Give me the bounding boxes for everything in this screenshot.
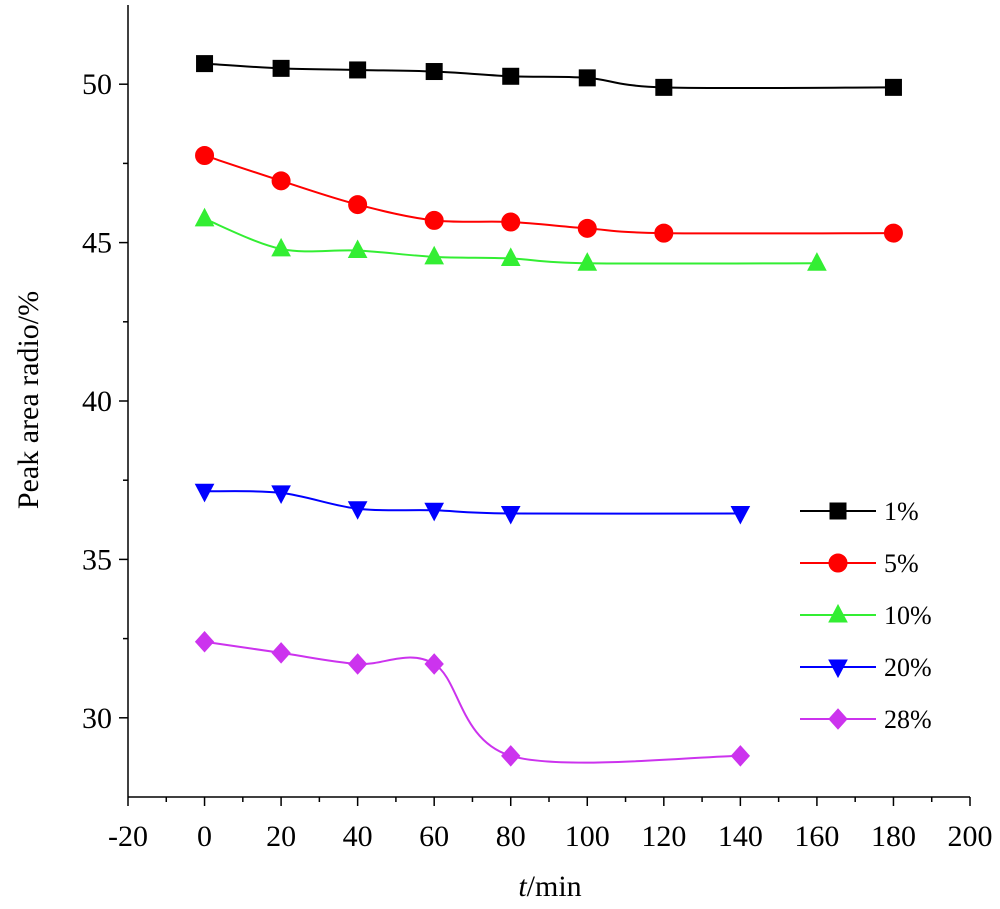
data-point (271, 485, 291, 504)
data-point (730, 505, 751, 525)
legend-label: 28% (884, 705, 932, 734)
data-point (194, 483, 215, 503)
data-point (271, 642, 291, 664)
data-point (730, 745, 751, 767)
x-tick-label: 120 (641, 820, 686, 853)
x-tick-label: 140 (718, 820, 763, 853)
data-point (194, 207, 215, 227)
data-point (655, 78, 673, 96)
x-tick-label: -20 (108, 820, 148, 853)
y-tick-label: 45 (82, 227, 112, 260)
series-group (194, 55, 903, 767)
legend-marker (828, 708, 848, 730)
y-tick-label: 50 (82, 68, 112, 101)
x-tick-label: 160 (794, 820, 839, 853)
x-tick-label: 40 (343, 820, 373, 853)
series-1 (195, 145, 903, 243)
data-point (500, 505, 521, 525)
x-axis-title-variable: t (518, 870, 527, 903)
legend-label: 20% (884, 653, 932, 682)
legend-item: 20% (800, 653, 932, 682)
x-axis-title: t/min (518, 870, 581, 903)
data-point (196, 55, 214, 73)
legend-item: 10% (800, 601, 932, 630)
axes (127, 5, 970, 798)
data-point (424, 653, 444, 675)
data-point (348, 195, 368, 215)
legend-marker (829, 502, 847, 520)
series-line (204, 62, 894, 90)
data-point (271, 237, 291, 257)
data-point (195, 145, 215, 165)
data-point (501, 745, 521, 767)
legend-marker (828, 659, 848, 679)
data-point (502, 67, 520, 85)
data-point (424, 245, 445, 265)
series-3 (194, 483, 751, 525)
data-point (424, 502, 445, 522)
legend: 1% 5% 10% 20% 28% (800, 497, 932, 734)
data-point (883, 223, 903, 243)
x-tick-label: 60 (419, 820, 449, 853)
data-point (347, 653, 368, 675)
x-tick-label: 0 (197, 820, 212, 853)
ticks: -20 0 20 40 60 80 100 120 140 160 180 200 30 35 40 45 50 (82, 68, 993, 853)
data-point (500, 247, 521, 266)
legend-marker (828, 603, 848, 623)
legend-label: 10% (884, 601, 932, 630)
x-tick-label: 180 (871, 820, 916, 853)
y-axis-title: Peak area radio/% (12, 291, 45, 509)
y-tick-label: 40 (82, 385, 112, 418)
x-tick-label: 200 (948, 820, 993, 853)
data-point (425, 63, 443, 81)
data-point (194, 631, 215, 653)
legend-label: 5% (884, 549, 919, 578)
legend-marker (828, 553, 848, 573)
data-point (501, 212, 521, 232)
data-point (271, 171, 291, 191)
series-2 (194, 207, 827, 271)
x-tick-label: 100 (565, 820, 610, 853)
legend-label: 1% (884, 497, 919, 526)
data-point (349, 61, 367, 79)
data-point (884, 78, 902, 96)
series-4 (194, 631, 751, 767)
series-line (204, 640, 741, 764)
legend-item: 28% (800, 705, 932, 734)
data-point (577, 252, 598, 271)
data-point (347, 239, 368, 259)
x-tick-label: 80 (496, 820, 526, 853)
series-0 (196, 55, 902, 96)
legend-item: 5% (800, 549, 919, 578)
data-point (807, 252, 827, 271)
y-tick-label: 35 (82, 543, 112, 576)
data-point (272, 59, 290, 77)
data-point (424, 210, 444, 230)
data-point (578, 69, 596, 87)
y-tick-label: 30 (82, 702, 112, 735)
x-tick-label: 20 (266, 820, 296, 853)
series-line (204, 154, 894, 235)
data-point (654, 223, 674, 243)
data-point (577, 218, 597, 238)
data-point (347, 501, 368, 520)
legend-item: 1% (800, 497, 919, 526)
x-axis-title-unit: /min (527, 870, 582, 903)
